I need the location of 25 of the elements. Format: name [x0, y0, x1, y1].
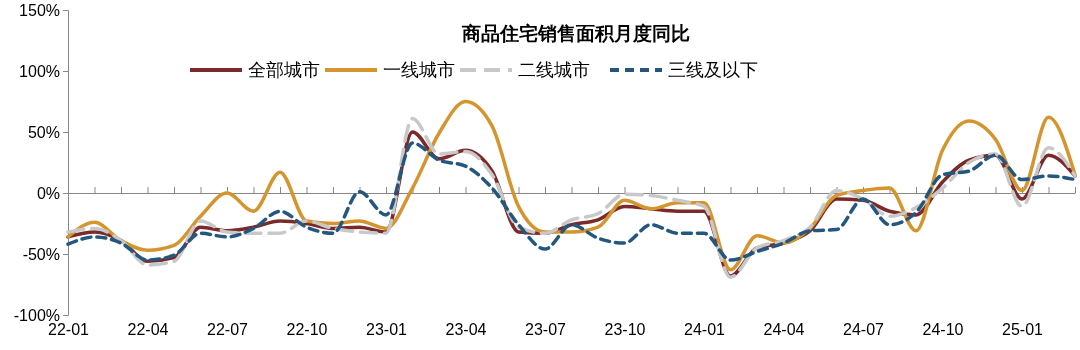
x-tick-label: 23-04 — [445, 321, 487, 339]
x-tick-label: 24-04 — [763, 321, 805, 339]
y-tick-label: 100% — [19, 62, 60, 80]
x-tick-label: 22-01 — [48, 321, 90, 339]
y-tick-label: -50% — [22, 245, 60, 263]
line-series — [66, 141, 1077, 262]
x-tick-label: 24-01 — [684, 321, 726, 339]
x-tick-label: 25-01 — [1002, 321, 1044, 339]
x-tick-label: 24-10 — [922, 321, 964, 339]
x-tick-label: 24-07 — [843, 321, 885, 339]
legend-label: 三线及以下 — [668, 60, 758, 80]
x-tick-label: 23-01 — [366, 321, 408, 339]
x-tick-label: 22-04 — [127, 321, 169, 339]
y-tick-label: 0% — [36, 184, 60, 202]
y-tick-label: 150% — [19, 1, 60, 19]
text: 商品住宅销售面积月度同比 — [461, 23, 690, 44]
x-tick-label: 22-10 — [286, 321, 328, 339]
y-tick-label: 50% — [27, 123, 60, 141]
legend-label: 全部城市 — [248, 60, 320, 80]
y-tick-label: -100% — [13, 306, 60, 324]
legend-label: 一线城市 — [383, 60, 455, 80]
x-tick-label: 22-07 — [207, 321, 249, 339]
x-tick-label: 23-07 — [525, 321, 567, 339]
legend-label: 二线城市 — [518, 60, 590, 80]
x-tick-label: 23-10 — [604, 321, 646, 339]
